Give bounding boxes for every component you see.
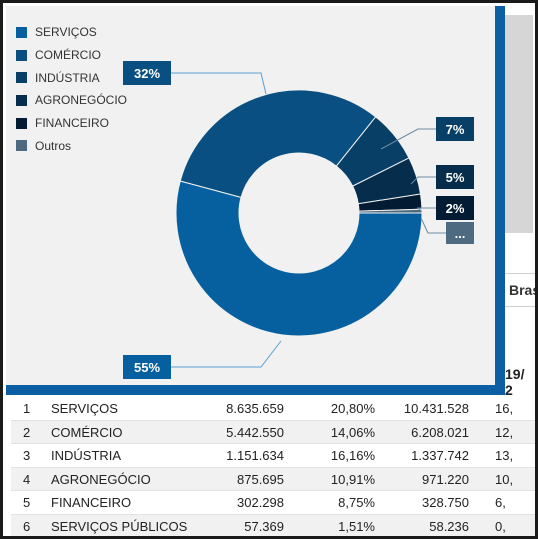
value2-cell: 328.750: [422, 495, 469, 511]
legend-label: INDÚSTRIA: [35, 70, 100, 85]
percent-cell: 20,80%: [330, 401, 375, 416]
chart-popup: SERVIÇOS COMÉRCIO INDÚSTRIA AGRONEGÓCIO FINA…: [6, 6, 505, 395]
legend-label: AGRONEGÓCIO: [35, 93, 128, 108]
table-row: 2 COMÉRCIO 5.442.550 14,06% 6.208.021 12,: [11, 420, 535, 445]
data-label-box: [436, 165, 474, 189]
value3-cell: 10,: [495, 471, 514, 487]
legend-swatch: [16, 140, 27, 152]
data-label: ...: [455, 226, 466, 241]
data-label: 55%: [134, 360, 160, 375]
data-label: 7%: [446, 122, 465, 137]
table-row: 4 AGRONEGÓCIO 875.695 10,91% 971.220 10,: [11, 467, 535, 492]
legend-label: Outros: [35, 138, 72, 153]
legend-label: SERVIÇOS: [35, 25, 97, 40]
value2-cell: 6.208.021: [411, 424, 469, 440]
legend-item[interactable]: SERVIÇOS: [16, 21, 127, 44]
rank-cell: 2: [23, 424, 31, 440]
percent-cell: 8,75%: [338, 495, 375, 511]
sector-cell: COMÉRCIO: [51, 424, 123, 440]
ranking-table: 1 SERVIÇOS 8.635.659 20,80% 10.431.528 16, 2 CO…: [11, 397, 535, 536]
value-cell: 875.695: [237, 471, 284, 487]
percent-cell: 10,91%: [330, 471, 375, 487]
value-cell: 1.151.634: [226, 448, 284, 464]
legend-label: FINANCEIRO: [35, 116, 110, 131]
legend-item[interactable]: AGRONEGÓCIO: [16, 89, 127, 112]
percent-cell: 1,51%: [338, 518, 375, 534]
sector-cell: SERVIÇOS PÚBLICOS: [51, 518, 188, 534]
value-cell: 5.442.550: [226, 424, 284, 440]
rank-cell: 6: [23, 518, 31, 534]
value-cell: 302.298: [237, 495, 284, 511]
label-leader-line: [420, 217, 446, 234]
table-row: 3 INDÚSTRIA 1.151.634 16,16% 1.337.742 13,: [11, 444, 535, 468]
table-row: 6 SERVIÇOS PÚBLICOS 57.369 1,51% 58.236 0,: [11, 514, 535, 536]
legend-label: COMÉRCIO: [35, 48, 101, 63]
data-label-box: [446, 222, 474, 244]
legend-item[interactable]: INDÚSTRIA: [16, 66, 127, 89]
donut-hole: [239, 153, 359, 273]
sector-cell: AGRONEGÓCIO: [51, 471, 151, 487]
label-leader-line: [171, 340, 282, 368]
label-leader-line: [171, 72, 267, 95]
value3-cell: 16,: [495, 401, 514, 416]
table-column-header: 19/ 2: [505, 366, 525, 398]
legend-swatch: [16, 49, 27, 61]
data-label: 32%: [134, 66, 160, 81]
data-label: 2%: [446, 201, 465, 216]
data-label-box: [123, 355, 171, 379]
value-cell: 8.635.659: [226, 401, 284, 416]
data-label-box: [123, 61, 171, 85]
sector-cell: SERVIÇOS: [51, 401, 118, 416]
country-tab[interactable]: Bras: [500, 273, 535, 307]
rank-cell: 5: [23, 495, 31, 511]
legend-item[interactable]: COMÉRCIO: [16, 44, 127, 67]
rank-cell: 3: [23, 448, 31, 464]
value2-cell: 10.431.528: [403, 401, 469, 416]
rank-cell: 4: [23, 471, 31, 487]
value3-cell: 12,: [495, 424, 514, 440]
data-label: 5%: [446, 170, 465, 185]
value3-cell: 6,: [495, 495, 506, 511]
value3-cell: 0,: [495, 518, 506, 534]
chart-legend: SERVIÇOS COMÉRCIO INDÚSTRIA AGRONEGÓCIO FINA…: [16, 21, 127, 157]
legend-item[interactable]: FINANCEIRO: [16, 112, 127, 135]
rank-cell: 1: [23, 401, 31, 416]
value2-cell: 1.337.742: [411, 448, 469, 464]
legend-swatch: [16, 94, 27, 106]
percent-cell: 14,06%: [330, 424, 375, 440]
sector-cell: FINANCEIRO: [51, 495, 132, 511]
value2-cell: 971.220: [422, 471, 469, 487]
data-label-box: [436, 117, 474, 141]
label-leader-line: [416, 207, 436, 212]
donut-slice[interactable]: [175, 180, 423, 337]
legend-swatch: [16, 26, 27, 38]
value-cell: 57.369: [244, 518, 284, 534]
legend-item[interactable]: Outros: [16, 134, 127, 157]
table-row: 5 FINANCEIRO 302.298 8,75% 328.750 6,: [11, 491, 535, 515]
legend-swatch: [16, 117, 27, 129]
data-label-box: [436, 196, 474, 220]
percent-cell: 16,16%: [330, 448, 375, 464]
value2-cell: 58.236: [429, 518, 469, 534]
label-leader-line: [380, 128, 436, 150]
table-row: 1 SERVIÇOS 8.635.659 20,80% 10.431.528 16,: [11, 397, 535, 421]
value3-cell: 13,: [495, 448, 514, 464]
donut-chart: 55% 32% 7% 5% 2%...: [123, 61, 474, 379]
legend-swatch: [16, 72, 27, 84]
label-leader-line: [410, 176, 436, 185]
sector-cell: INDÚSTRIA: [51, 448, 122, 464]
